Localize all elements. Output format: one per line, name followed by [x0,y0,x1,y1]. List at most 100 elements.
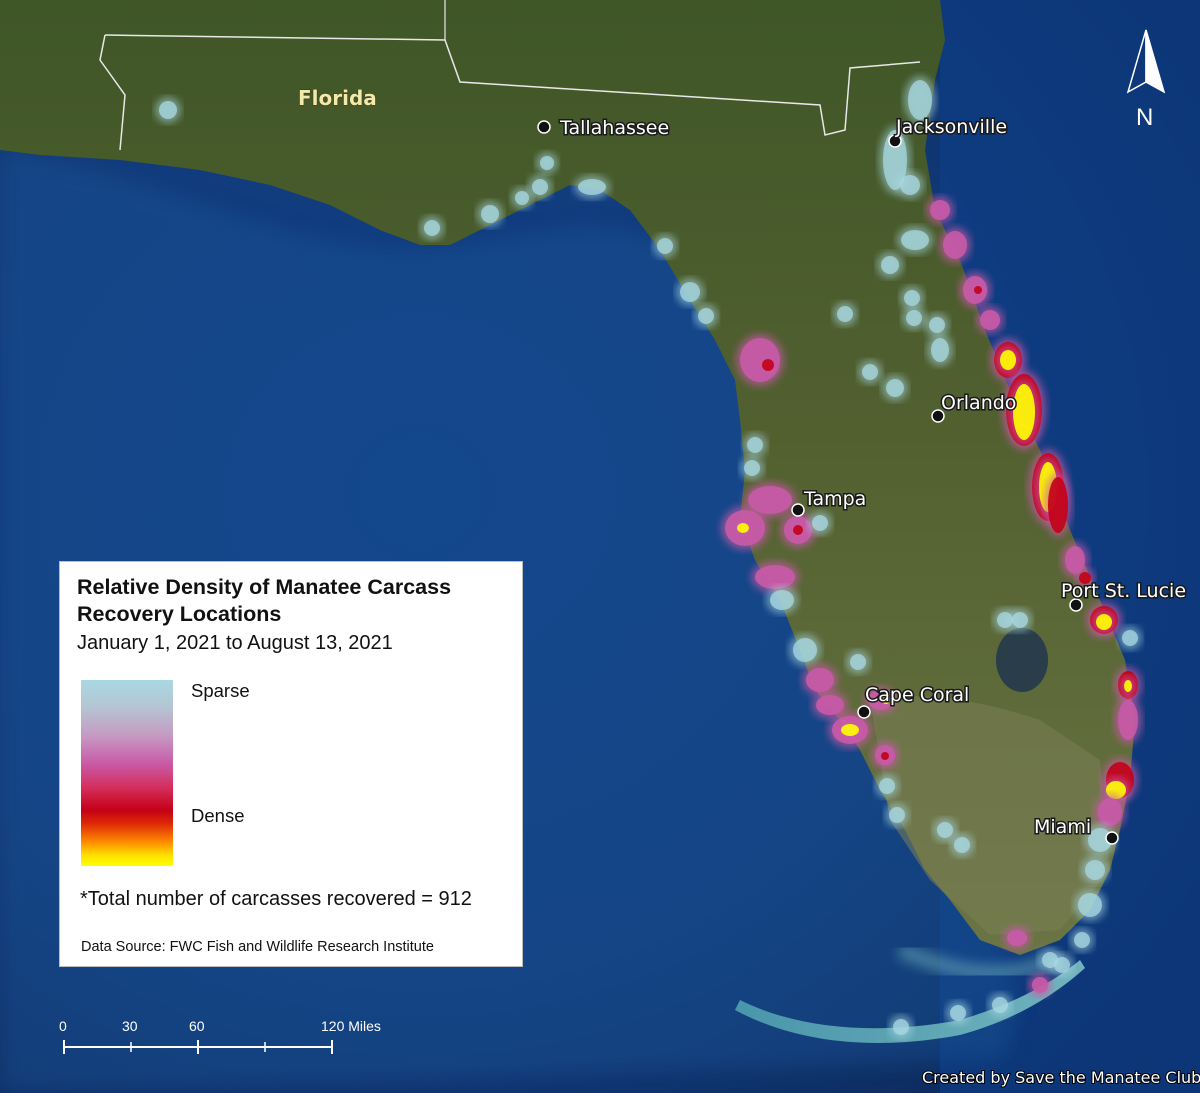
density-color-ramp [81,680,173,866]
density-blob [997,612,1013,628]
density-blob [1054,957,1070,973]
city-marker [791,503,805,517]
density-blob [1078,893,1102,917]
density-blob [424,220,440,236]
density-blob [974,286,982,294]
city-jacksonville[interactable]: Jacksonville [888,115,1009,148]
density-blob [1013,384,1035,440]
density-blob [1122,630,1138,646]
city-tallahassee[interactable]: Tallahassee [537,116,671,141]
density-blob [1032,977,1048,993]
city-label: Tampa [803,488,866,510]
legend-source: Data Source: FWC Fish and Wildlife Resea… [81,939,434,955]
density-blob [893,1019,909,1035]
density-blob [793,638,817,662]
density-blob [931,338,949,362]
scale-tick-120: 120 Miles [321,1018,381,1034]
city-label: Jacksonville [895,116,1007,138]
density-blob [1007,930,1027,946]
map-credit: Created by Save the Manatee Club [922,1068,1200,1087]
density-blob [886,379,904,397]
city-port-st-lucie[interactable]: Port St. Lucie [1060,579,1188,612]
density-blob [904,290,920,306]
density-blob [770,590,794,610]
density-blob [1065,546,1085,574]
density-blob [1085,860,1105,880]
city-marker [537,120,551,134]
density-blob [755,565,795,589]
density-blob [881,256,899,274]
density-blob [680,282,700,302]
city-orlando[interactable]: Orlando [931,391,1018,423]
density-blob [889,807,905,823]
florida-bay [897,942,1054,982]
scale-tick-60: 60 [189,1018,205,1034]
state-border-al-west [99,34,126,151]
density-blob [901,230,929,250]
city-label: Cape Coral [865,684,969,706]
density-blob [540,156,554,170]
density-blob [841,724,859,736]
scale-tick-30: 30 [122,1018,138,1034]
legend-title: Relative Density of Manatee Carcass Reco… [77,575,452,626]
density-blob [1118,700,1138,740]
density-blob [882,696,890,704]
legend-sparse-label: Sparse [191,680,250,701]
density-blob [737,523,749,533]
density-blob [481,205,499,223]
city-miami[interactable]: Miami [1033,815,1119,845]
density-blob [1124,680,1132,692]
north-label: N [1136,104,1153,131]
density-blob [837,306,853,322]
density-blob [812,515,828,531]
density-blob [657,238,673,254]
north-arrow-icon: N [1126,29,1166,131]
density-blob [1096,614,1112,630]
density-blob [762,359,774,371]
density-blob [748,486,792,514]
density-blob [698,308,714,324]
density-blob [881,752,889,760]
legend-total: *Total number of carcasses recovered = 9… [80,888,472,910]
density-blob [980,310,1000,330]
density-blob [532,179,548,195]
scale-tick-0: 0 [59,1018,67,1034]
density-blob [1074,932,1090,948]
city-label: Port St. Lucie [1061,580,1186,602]
city-label: Orlando [941,392,1016,414]
city-label: Miami [1034,816,1091,838]
lake-okeechobee [996,628,1048,692]
density-blob [908,80,932,120]
city-tampa[interactable]: Tampa [791,487,868,517]
density-blob [900,175,920,195]
density-blob [1000,350,1016,370]
density-blob [937,822,953,838]
legend-subtitle: January 1, 2021 to August 13, 2021 [77,632,393,654]
state-label: Florida [298,86,377,110]
density-blob [744,460,760,476]
density-blob [159,101,177,119]
density-layer [155,76,1142,1039]
density-blob [793,525,803,535]
city-label: Tallahassee [559,117,669,139]
density-blob [1048,477,1068,533]
density-blob [515,191,529,205]
scale-bar: 0 30 60 120 Miles [59,1018,381,1054]
city-marker [857,705,871,719]
city-marker [1105,831,1119,845]
density-blob [578,179,606,195]
density-blob [950,1005,966,1021]
city-marker [1069,598,1083,612]
density-blob [806,668,834,692]
city-cape-coral[interactable]: Cape Coral [857,683,971,719]
density-blob [929,317,945,333]
city-marker [888,134,902,148]
density-blob [1079,572,1091,584]
legend-panel: Relative Density of Manatee Carcass Reco… [59,561,523,967]
density-blob [879,778,895,794]
density-blob [862,364,878,380]
density-blob [850,654,866,670]
city-marker [931,409,945,423]
density-blob [747,437,763,453]
density-blob [954,837,970,853]
